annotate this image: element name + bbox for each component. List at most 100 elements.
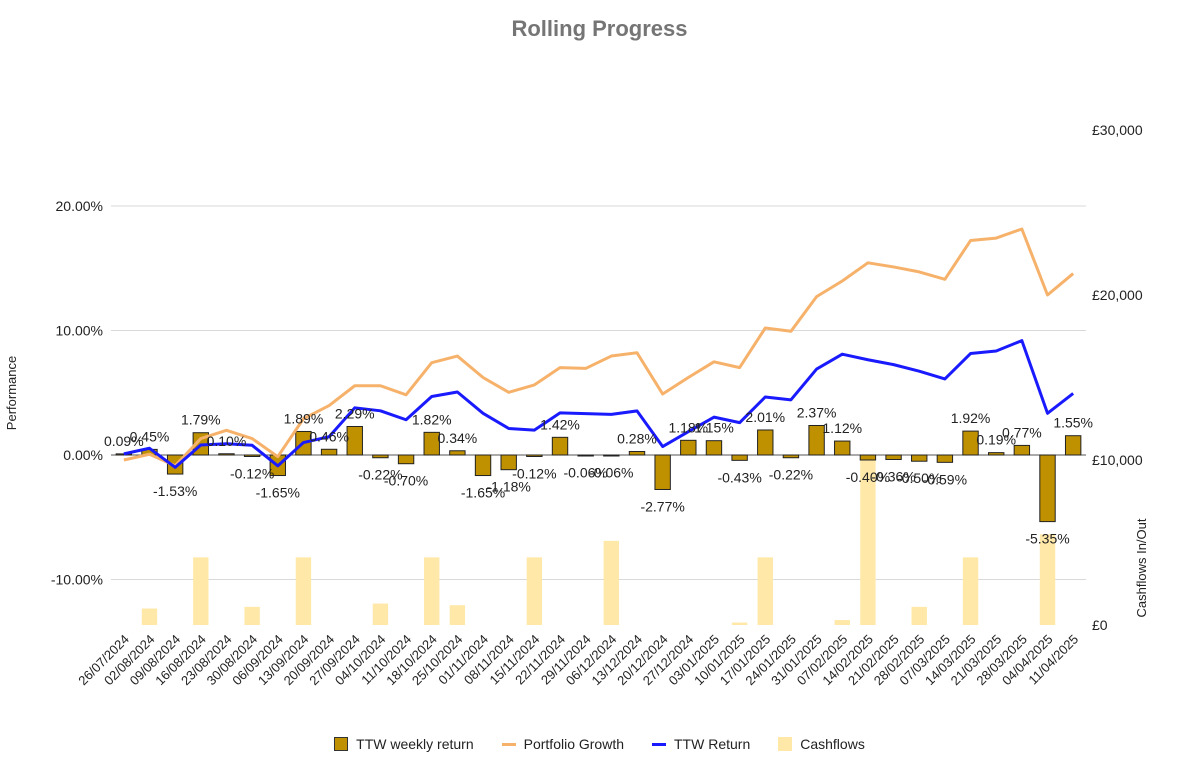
weekly-return-bar bbox=[782, 454, 800, 459]
weekly-return-bar bbox=[680, 439, 697, 456]
data-label: 1.92% bbox=[951, 410, 991, 426]
weekly-return-bar bbox=[603, 454, 620, 457]
cashflow-bar bbox=[295, 557, 312, 625]
data-label: -0.50% bbox=[897, 470, 941, 486]
y2-tick-label: £30,000 bbox=[1092, 122, 1143, 138]
chart-plot: -10.00% 0.00% 10.00% 20.00% £0 £10,000 £20,000… bbox=[4, 122, 1149, 688]
legend-item-portfolio-growth[interactable]: Portfolio Growth bbox=[501, 736, 624, 752]
weekly-return-bar bbox=[218, 453, 235, 456]
weekly-return-bar bbox=[757, 429, 774, 456]
legend-item-ttw-return[interactable]: TTW Return bbox=[652, 736, 750, 752]
data-label: 1.55% bbox=[1053, 415, 1093, 431]
weekly-return-bar bbox=[423, 431, 440, 456]
data-label: -0.70% bbox=[384, 473, 428, 489]
weekly-return-bar bbox=[1064, 435, 1082, 456]
data-label: 0.10% bbox=[207, 433, 247, 449]
data-label: -0.06% bbox=[563, 465, 607, 481]
y-axis-title: Performance bbox=[4, 356, 19, 430]
cashflow-bar bbox=[911, 606, 927, 625]
portfolio-growth-line bbox=[123, 227, 1075, 468]
legend-label-portfolio-growth: Portfolio Growth bbox=[523, 736, 624, 752]
weekly-return-bar bbox=[859, 454, 877, 461]
y2-axis-title: Cashflows In/Out bbox=[1134, 518, 1149, 617]
weekly-return-bar bbox=[705, 440, 723, 456]
weekly-return-bar bbox=[577, 454, 594, 457]
weekly-return-bar bbox=[628, 451, 646, 456]
data-label: -0.06% bbox=[589, 465, 633, 481]
weekly-return-bar bbox=[551, 436, 569, 456]
y2-tick-label: £0 bbox=[1092, 617, 1108, 633]
data-label: -1.65% bbox=[256, 485, 300, 501]
data-label: -0.36% bbox=[871, 468, 915, 484]
y-tick-label: 20.00% bbox=[56, 198, 103, 214]
weekly-return-bar bbox=[397, 454, 415, 465]
weekly-return-bar bbox=[834, 440, 851, 456]
chart-title: Rolling Progress bbox=[511, 16, 688, 41]
data-label: 0.45% bbox=[130, 428, 170, 444]
weekly-return-bar bbox=[731, 454, 748, 461]
data-label: -1.65% bbox=[461, 485, 505, 501]
data-label: -0.12% bbox=[512, 465, 556, 481]
cashflow-bar bbox=[193, 557, 209, 625]
data-label: 0.77% bbox=[1002, 424, 1042, 440]
legend-label-weekly-return: TTW weekly return bbox=[356, 736, 474, 752]
cashflow-bar bbox=[603, 540, 620, 625]
cashflow-bar bbox=[372, 603, 389, 625]
legend-item-weekly-return[interactable]: TTW weekly return bbox=[334, 736, 474, 752]
weekly-return-bar bbox=[243, 454, 261, 457]
legend-swatch-portfolio-growth bbox=[501, 742, 516, 746]
cashflow-bar bbox=[962, 557, 979, 625]
data-label: 1.42% bbox=[540, 416, 580, 432]
weekly-return-bar bbox=[911, 454, 928, 462]
weekly-return-bar bbox=[1039, 454, 1056, 523]
weekly-return-bar bbox=[320, 448, 338, 456]
cashflow-bar bbox=[141, 608, 158, 625]
legend-swatch-ttw-return bbox=[652, 742, 666, 746]
data-label: 1.89% bbox=[284, 410, 324, 426]
data-label: -0.22% bbox=[769, 467, 813, 483]
cashflow-bar bbox=[860, 460, 876, 625]
data-label: -0.12% bbox=[230, 465, 274, 481]
cashflow-bar bbox=[757, 557, 773, 625]
y-tick-label: 0.00% bbox=[63, 447, 103, 463]
data-label: 2.01% bbox=[745, 409, 785, 425]
cashflow-bar bbox=[244, 606, 260, 625]
data-label: 0.34% bbox=[438, 430, 478, 446]
weekly-return-bar bbox=[654, 454, 671, 490]
y-tick-label: -10.00% bbox=[51, 572, 103, 588]
chart-legend: TTW weekly return Portfolio Growth TTW R… bbox=[0, 736, 1199, 752]
weekly-return-bar bbox=[346, 425, 363, 456]
data-label: 0.28% bbox=[617, 431, 657, 447]
legend-label-cashflows: Cashflows bbox=[800, 736, 865, 752]
data-label: 1.82% bbox=[412, 411, 452, 427]
cashflow-bar bbox=[834, 620, 850, 625]
weekly-return-bar bbox=[1013, 444, 1031, 456]
legend-swatch-weekly-return bbox=[334, 737, 349, 751]
weekly-return-bar bbox=[936, 454, 954, 463]
legend-label-ttw-return: TTW Return bbox=[674, 736, 751, 752]
legend-item-cashflows[interactable]: Cashflows bbox=[778, 736, 865, 752]
data-label: 1.79% bbox=[181, 412, 221, 428]
cashflow-bar bbox=[526, 557, 543, 625]
y2-tick-label: £10,000 bbox=[1092, 452, 1143, 468]
data-label: -5.35% bbox=[1025, 531, 1069, 547]
data-label: -1.53% bbox=[153, 483, 197, 499]
data-label: -0.59% bbox=[923, 471, 967, 487]
cashflow-bar bbox=[449, 605, 466, 625]
data-label: -0.40% bbox=[846, 469, 890, 485]
data-label: -1.18% bbox=[487, 479, 531, 495]
data-label: -2.77% bbox=[640, 498, 684, 514]
data-label: 1.12% bbox=[822, 420, 862, 436]
weekly-return-bar bbox=[372, 454, 389, 459]
data-label: 1.18% bbox=[668, 419, 708, 435]
data-label: 2.37% bbox=[797, 404, 837, 420]
ttw-return-line bbox=[123, 339, 1075, 469]
weekly-return-bar bbox=[526, 454, 543, 457]
legend-swatch-cashflows bbox=[778, 737, 793, 751]
weekly-return-bar bbox=[500, 454, 517, 471]
weekly-return-bar bbox=[808, 424, 825, 456]
data-label: 2.29% bbox=[335, 405, 375, 421]
data-label: 1.15% bbox=[694, 420, 734, 436]
weekly-return-bar bbox=[988, 452, 1005, 456]
